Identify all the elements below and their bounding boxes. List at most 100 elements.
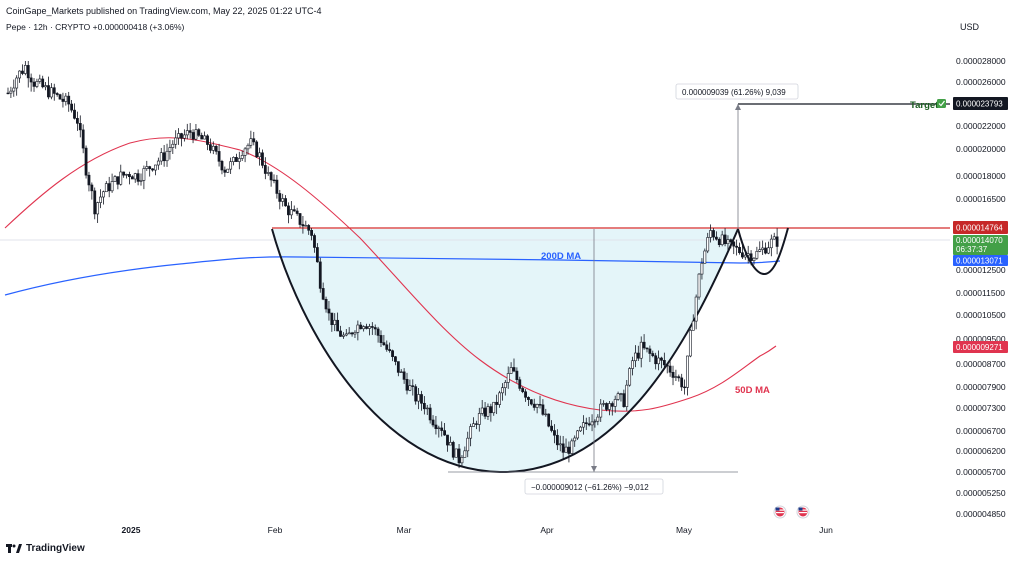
candle-body: [732, 241, 736, 247]
candle-body: [214, 145, 218, 152]
candle-body: [304, 225, 308, 227]
candle-body: [52, 87, 56, 94]
candle-body: [703, 250, 707, 264]
candle-body: [6, 92, 10, 95]
candle-body: [700, 262, 704, 275]
candle-body: [709, 230, 713, 238]
price-tick-label: 0.000020000: [956, 144, 1006, 154]
candle-body: [261, 152, 264, 166]
candle-body: [284, 198, 287, 207]
candle-body: [674, 376, 678, 378]
candle-body: [342, 334, 345, 337]
candle-body: [657, 357, 660, 365]
candle-body: [206, 135, 209, 145]
target-check-icon: [937, 99, 946, 108]
candle-body: [767, 247, 770, 254]
candle-body: [26, 65, 30, 79]
candle-body: [639, 341, 643, 359]
candle-body: [23, 65, 27, 74]
candle-body: [125, 174, 128, 176]
candle-body: [769, 238, 773, 249]
candle-body: [263, 165, 267, 174]
check-mark-icon: [938, 100, 945, 107]
us-event-icon[interactable]: [773, 505, 787, 519]
candle-body: [12, 87, 16, 92]
candle-body: [431, 419, 435, 426]
time-axis[interactable]: 2025 Feb Mar Apr May Jun: [122, 525, 834, 535]
candle-body: [35, 81, 39, 87]
up-measure-label: 0.000009039 (61.26%) 9,039: [682, 88, 786, 97]
candle-body: [122, 171, 126, 176]
candle-body: [634, 352, 637, 362]
candle-body: [509, 367, 513, 374]
candle-body: [391, 350, 394, 357]
candle-body: [38, 78, 42, 82]
candle-body: [145, 166, 149, 169]
candle-body: [648, 348, 652, 354]
candle-body: [605, 403, 608, 410]
candle-body: [613, 399, 617, 407]
candle-body: [662, 360, 666, 366]
tradingview-brand: TradingView: [26, 543, 85, 554]
candle-body: [446, 434, 449, 446]
candle-body: [61, 98, 65, 102]
candle-body: [373, 327, 377, 330]
candle-body: [755, 251, 759, 259]
candle-body: [243, 148, 247, 156]
candle-body: [561, 443, 565, 453]
candle-body: [460, 457, 464, 464]
candle-body: [200, 135, 204, 140]
ma200-label: 200D MA: [541, 251, 581, 262]
candle-body: [350, 332, 354, 335]
candle-body: [425, 407, 429, 410]
candle-body: [535, 404, 539, 408]
candle-body: [315, 247, 319, 263]
candle-body: [434, 424, 438, 429]
symbol-name[interactable]: Pepe · 12h · CRYPTO: [6, 22, 91, 32]
candle-body: [555, 434, 559, 446]
candle-body: [96, 202, 100, 215]
candle-body: [440, 427, 444, 431]
candle-body: [78, 123, 82, 131]
candle-body: [307, 225, 311, 231]
price-axis[interactable]: 0.000028000 0.000026000 0.000022000 0.00002…: [956, 56, 1006, 519]
date-tick-label: Mar: [397, 525, 412, 535]
candle-body: [428, 407, 432, 421]
candle-body: [512, 367, 516, 372]
candle-body: [579, 426, 582, 432]
candle-body: [321, 288, 325, 300]
candle-body: [584, 422, 588, 425]
candle-body: [738, 247, 741, 254]
candle-body: [217, 151, 221, 162]
candle-body: [229, 161, 233, 170]
candle-body: [240, 155, 244, 159]
candle-body: [47, 85, 50, 98]
tradingview-logo[interactable]: TradingView: [6, 543, 85, 554]
candle-body: [177, 133, 180, 139]
candle-body: [758, 249, 762, 252]
candle-body: [194, 129, 198, 140]
candle-body: [156, 160, 160, 166]
candle-body: [379, 335, 383, 343]
candle-body: [775, 236, 779, 247]
candle-body: [749, 253, 753, 261]
candle-body: [275, 179, 279, 194]
candle-body: [168, 147, 172, 152]
price-tick-label: 0.000011500: [956, 288, 1005, 298]
last-price-tag: [953, 235, 1008, 255]
us-event-icon[interactable]: [796, 505, 810, 519]
candle-body: [203, 135, 207, 140]
candle-body: [680, 377, 684, 388]
candle-body: [67, 95, 71, 105]
candle-body: [622, 393, 626, 407]
candle-body: [133, 173, 137, 180]
candle-body: [628, 368, 632, 386]
candle-body: [318, 261, 322, 289]
candle-body: [521, 388, 525, 393]
candle-body: [706, 237, 710, 252]
candle-body: [255, 141, 259, 158]
candle-body: [310, 230, 313, 236]
up-measure-arrow: [735, 104, 741, 110]
candle-body: [394, 356, 397, 362]
